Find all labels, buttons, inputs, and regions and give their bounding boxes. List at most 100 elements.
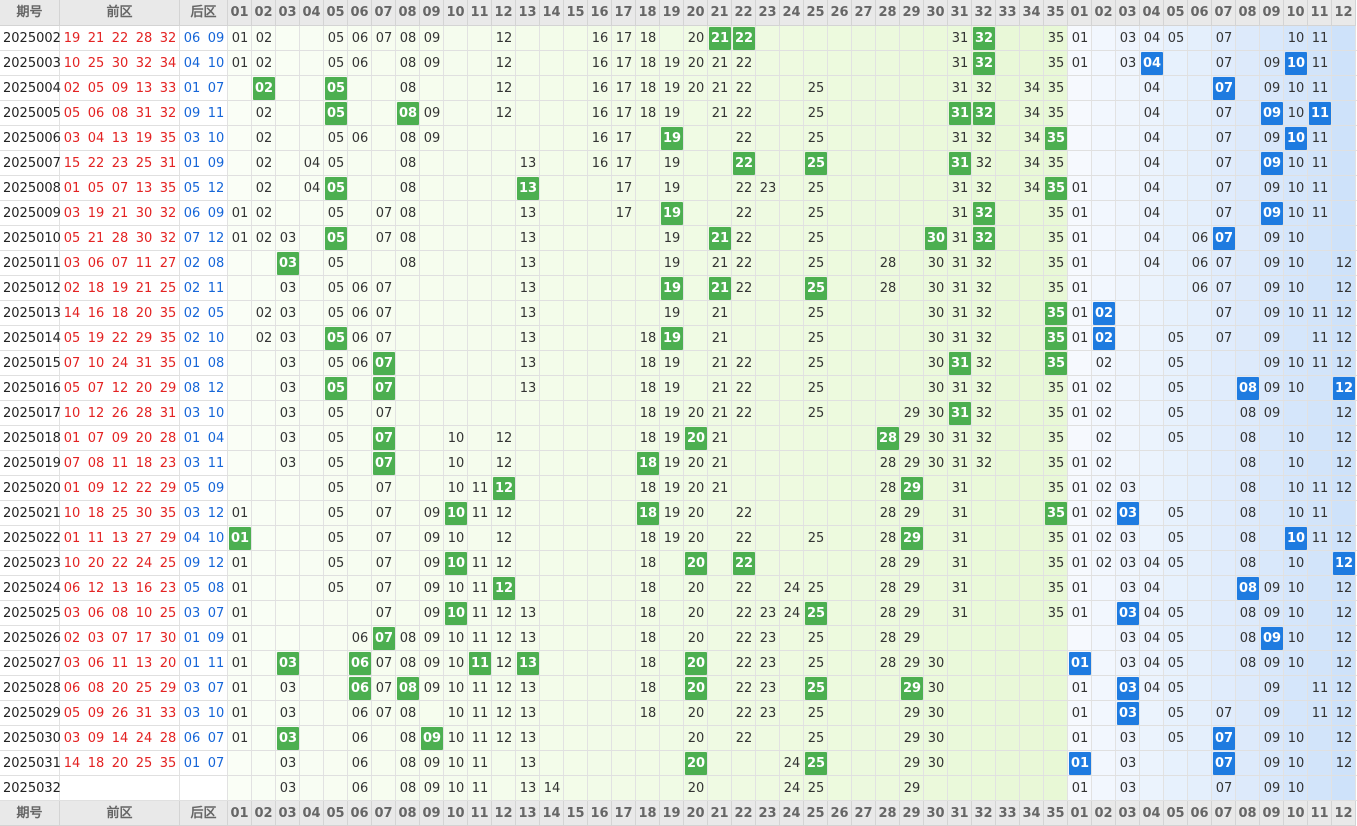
header-back-col: 07: [1212, 801, 1236, 826]
header-back: 后区: [180, 801, 228, 826]
front-number: 29: [159, 481, 177, 496]
front-cell: 29: [903, 581, 921, 596]
back-cell: 10: [1287, 731, 1305, 746]
issue: 2025003: [3, 56, 61, 71]
front-number: 28: [135, 31, 153, 46]
back-hit: 09: [1261, 202, 1283, 225]
back-hit: 03: [1117, 602, 1139, 625]
front-cell: 13: [519, 331, 537, 346]
front-cell: 13: [519, 781, 537, 796]
front-cell: 10: [447, 756, 465, 771]
back-number: 10: [207, 406, 225, 421]
front-cell: 35: [1047, 406, 1065, 421]
back-cell: 09: [1263, 131, 1281, 146]
front-cell: 35: [1047, 481, 1065, 496]
back-cell: 05: [1167, 606, 1185, 621]
front-cell: 21: [711, 56, 729, 71]
front-number: 13: [135, 656, 153, 671]
front-cell: 05: [327, 31, 345, 46]
front-number: 05: [63, 106, 81, 121]
front-cell: 07: [375, 681, 393, 696]
front-number: 17: [135, 631, 153, 646]
back-cell: 12: [1335, 531, 1353, 546]
row-line: [0, 500, 1357, 501]
header-back-col: 10: [1284, 0, 1308, 26]
front-cell: 10: [447, 431, 465, 446]
front-cell: 22: [735, 106, 753, 121]
header-front-col: 02: [252, 0, 276, 26]
front-hit: 06: [349, 652, 371, 675]
front-number: 03: [63, 606, 81, 621]
back-number: 02: [183, 281, 201, 296]
header-front-col: 33: [996, 801, 1020, 826]
front-cell: 01: [231, 556, 249, 571]
front-cell: 08: [399, 706, 417, 721]
front-cell: 28: [879, 531, 897, 546]
back-hit: 11: [1309, 102, 1331, 125]
front-cell: 05: [327, 581, 345, 596]
back-cell: 03: [1119, 56, 1137, 71]
front-hit: 10: [445, 552, 467, 575]
front-cell: 18: [639, 606, 657, 621]
front-hit: 07: [373, 377, 395, 400]
front-cell: 03: [279, 406, 297, 421]
back-cell: 10: [1287, 206, 1305, 221]
front-number: 30: [135, 506, 153, 521]
front-cell: 20: [687, 706, 705, 721]
back-cell: 02: [1095, 381, 1113, 396]
header-front-col: 19: [660, 801, 684, 826]
front-hit: 12: [493, 477, 515, 500]
front-cell: 25: [807, 406, 825, 421]
front-number: 32: [159, 206, 177, 221]
back-number: 05: [183, 581, 201, 596]
back-hit: 01: [1069, 752, 1091, 775]
front-number: 03: [63, 206, 81, 221]
back-hit: 09: [1261, 627, 1283, 650]
issue: 2025011: [3, 256, 61, 271]
front-hit: 28: [877, 427, 899, 450]
front-cell: 31: [951, 81, 969, 96]
front-column-bg: [300, 26, 324, 801]
back-cell: 12: [1335, 256, 1353, 271]
header-front-col: 13: [516, 801, 540, 826]
row-line: [0, 175, 1357, 176]
front-cell: 02: [255, 31, 273, 46]
back-cell: 10: [1287, 756, 1305, 771]
back-cell: 01: [1071, 456, 1089, 471]
header-front-col: 20: [684, 801, 708, 826]
back-cell: 09: [1263, 406, 1281, 421]
back-number: 03: [183, 131, 201, 146]
front-cell: 18: [639, 431, 657, 446]
front-column-bg: [756, 26, 780, 801]
front-cell: 24: [783, 581, 801, 596]
front-cell: 21: [711, 256, 729, 271]
front-cell: 23: [759, 181, 777, 196]
row-line: [0, 350, 1357, 351]
front-cell: 31: [951, 206, 969, 221]
back-column-bg: [1164, 26, 1188, 801]
front-cell: 05: [327, 256, 345, 271]
back-cell: 10: [1287, 481, 1305, 496]
front-cell: 11: [471, 681, 489, 696]
back-cell: 01: [1071, 556, 1089, 571]
header-front-col: 14: [540, 801, 564, 826]
back-number: 07: [207, 731, 225, 746]
front-cell: 18: [639, 381, 657, 396]
back-cell: 07: [1215, 331, 1233, 346]
front-number: 07: [63, 456, 81, 471]
header-front-col: 21: [708, 0, 732, 26]
front-hit: 29: [901, 677, 923, 700]
front-cell: 09: [423, 631, 441, 646]
front-cell: 29: [903, 431, 921, 446]
row-line: [0, 325, 1357, 326]
front-number: 26: [111, 706, 129, 721]
back-cell: 10: [1287, 506, 1305, 521]
front-cell: 18: [639, 31, 657, 46]
back-cell: 12: [1335, 456, 1353, 471]
header-back-col: 08: [1236, 0, 1260, 26]
front-cell: 01: [231, 631, 249, 646]
back-cell: 01: [1071, 481, 1089, 496]
front-number: 31: [159, 406, 177, 421]
front-cell: 07: [375, 606, 393, 621]
front-cell: 16: [591, 56, 609, 71]
